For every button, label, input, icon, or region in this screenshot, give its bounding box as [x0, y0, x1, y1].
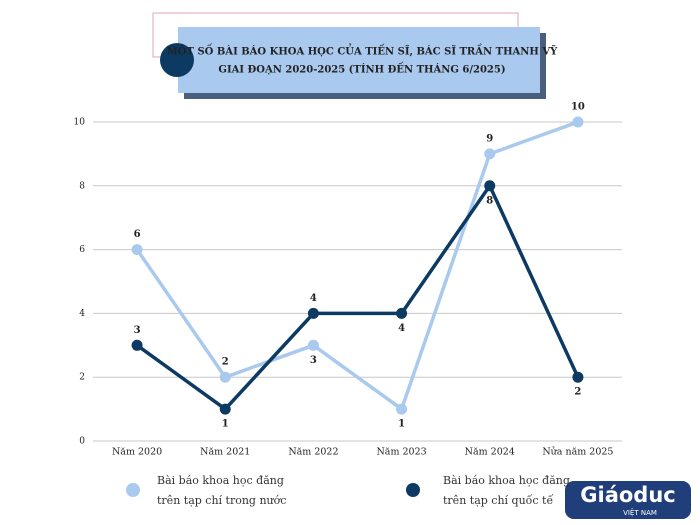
y-tick-label: 2: [79, 373, 85, 383]
y-tick-label: 6: [79, 245, 85, 255]
data-label: 4: [310, 293, 317, 304]
data-label: 2: [574, 387, 581, 398]
x-tick-label: Năm 2020: [112, 447, 162, 458]
y-tick-label: 4: [79, 309, 85, 319]
point: [484, 148, 496, 160]
logo-subtext: VIỆT NAM: [623, 508, 657, 517]
point: [131, 339, 143, 351]
legend-label: Bài báo khoa học đăng trên tạp chí quốc …: [443, 474, 570, 507]
data-label: 1: [398, 419, 405, 430]
legend-label: Bài báo khoa học đăng trên tạp chí trong…: [157, 474, 287, 507]
x-tick-label: Nửa năm 2025: [542, 447, 613, 458]
point: [484, 180, 496, 192]
series-line: [136, 184, 580, 411]
chart-title: GIAI ĐOẠN 2020-2025 (TÍNH ĐẾN THÁNG 6/20…: [218, 63, 505, 76]
data-label: 6: [134, 229, 141, 240]
point: [396, 403, 408, 415]
title-dot: [160, 43, 194, 77]
data-label: 3: [310, 355, 317, 366]
y-tick-label: 10: [74, 118, 86, 128]
x-tick-label: Năm 2024: [465, 447, 515, 458]
x-tick-label: Năm 2021: [200, 447, 250, 458]
data-label: 8: [486, 195, 493, 206]
legend-marker: [406, 483, 420, 497]
point: [396, 307, 408, 319]
legend-marker: [126, 483, 140, 497]
chart-title: MỘT SỐ BÀI BÁO KHOA HỌC CỦA TIẾN SĨ, BÁC…: [167, 45, 558, 58]
title-box: [178, 27, 540, 93]
y-tick-label: 0: [79, 437, 85, 447]
point: [572, 371, 584, 383]
data-label: 3: [134, 325, 141, 336]
point: [307, 339, 319, 351]
point: [131, 244, 143, 256]
logo-box: [565, 481, 691, 519]
point: [219, 371, 231, 383]
data-label: 1: [222, 419, 229, 430]
point: [572, 116, 584, 128]
series-line: [135, 120, 579, 411]
data-label: 2: [222, 357, 229, 368]
point: [219, 403, 231, 415]
point: [307, 307, 319, 319]
data-label: 4: [398, 323, 405, 334]
data-label: 9: [486, 133, 493, 144]
x-tick-label: Năm 2023: [376, 447, 426, 458]
data-label: 10: [571, 102, 585, 113]
y-tick-label: 8: [79, 181, 85, 191]
logo-text: Giáoduc: [580, 483, 675, 507]
x-tick-label: Năm 2022: [288, 447, 338, 458]
logo: Giáoduc VIỆT NAM: [565, 481, 691, 519]
